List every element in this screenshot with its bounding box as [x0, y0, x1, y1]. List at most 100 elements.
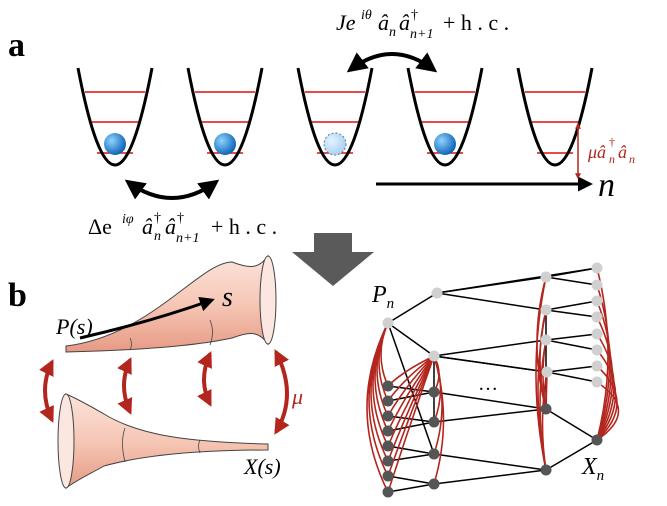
hopping-term: Je iθ â n â † n+1 + h . c .: [336, 0, 509, 43]
t: μâ: [587, 142, 606, 162]
edge: [546, 310, 597, 317]
t: â: [165, 214, 176, 239]
wells: [78, 68, 592, 165]
node: [429, 387, 440, 398]
t: P: [371, 282, 387, 308]
node: [383, 441, 394, 452]
t: n: [597, 468, 605, 484]
edge: [546, 340, 597, 350]
edge: [546, 301, 597, 310]
figure: a n Je iθ â n â † n+1 + h . c . μâ † n â…: [0, 0, 667, 506]
edge: [434, 470, 546, 484]
panel-label: a: [8, 27, 25, 64]
t: n: [609, 152, 615, 166]
ellipsis: …: [478, 373, 498, 395]
edge: [434, 409, 546, 422]
node: [383, 396, 394, 407]
xn-label: Xn: [581, 454, 604, 484]
node: [541, 272, 552, 283]
x-label: X(s): [243, 454, 281, 479]
horn-top: [66, 256, 276, 352]
pairing-term: Δe iφ â † n â † n+1 + h . c .: [88, 202, 277, 247]
t: n: [389, 25, 396, 40]
t: †: [609, 135, 615, 149]
t: X: [581, 454, 598, 480]
t: â: [142, 214, 153, 239]
node: [592, 296, 603, 307]
node: [541, 404, 552, 415]
node: [542, 367, 553, 378]
node: [383, 426, 394, 437]
node: [429, 351, 440, 362]
horn-bottom: [58, 394, 268, 488]
well: [518, 68, 592, 165]
node: [592, 312, 603, 323]
t: + h . c .: [443, 10, 509, 35]
particle: [324, 133, 346, 155]
axis-label: n: [598, 167, 615, 204]
particle: [214, 133, 236, 155]
down-arrow: [292, 233, 374, 286]
t: †: [177, 211, 184, 226]
t: n: [629, 152, 635, 166]
node: [592, 329, 603, 340]
edge: [434, 356, 547, 372]
onsite-term: μâ † n â n: [587, 130, 635, 167]
node: [592, 361, 603, 372]
pairing-arrow: [128, 182, 216, 198]
edge: [434, 340, 546, 356]
t: n+1: [176, 231, 199, 246]
node: [429, 417, 440, 428]
particle: [104, 133, 126, 155]
node: [592, 377, 603, 388]
node: [429, 449, 440, 460]
node: [541, 305, 552, 316]
t: â: [378, 10, 389, 35]
panel-label: b: [8, 277, 27, 314]
node: [432, 288, 443, 299]
t: + h . c .: [211, 214, 277, 239]
t: iφ: [122, 212, 134, 227]
t: â: [618, 142, 627, 162]
node: [592, 435, 603, 446]
t: †: [154, 211, 161, 226]
t: iθ: [361, 8, 372, 23]
node: [592, 345, 603, 356]
s-label: s: [222, 282, 233, 313]
node: [383, 487, 394, 498]
node: [383, 411, 394, 422]
node: [429, 479, 440, 490]
edge: [388, 476, 434, 484]
edge: [437, 293, 546, 310]
hopping-arrow: [350, 54, 434, 70]
edge: [388, 323, 434, 356]
t: Je: [336, 10, 356, 35]
edge: [546, 334, 597, 340]
node: [541, 465, 552, 476]
t: †: [411, 8, 418, 23]
edge: [547, 372, 597, 382]
edge: [546, 277, 597, 285]
edge: [434, 454, 546, 470]
t: n+1: [410, 27, 433, 42]
edge: [388, 293, 437, 323]
pn-label: Pn: [371, 282, 394, 312]
edge: [546, 409, 597, 440]
t: n: [154, 229, 161, 244]
t: n: [387, 296, 395, 312]
edge: [547, 366, 597, 372]
node: [541, 335, 552, 346]
node: [383, 318, 394, 329]
mu-label: μ: [291, 384, 303, 409]
particle: [434, 133, 456, 155]
node: [383, 381, 394, 392]
node: [383, 456, 394, 467]
p-label: P(s): [55, 314, 93, 339]
node: [383, 471, 394, 482]
node: [592, 263, 603, 274]
t: Δe: [88, 214, 112, 239]
edge: [388, 484, 434, 492]
t: â: [399, 10, 410, 35]
node: [592, 280, 603, 291]
edge: [388, 446, 434, 454]
